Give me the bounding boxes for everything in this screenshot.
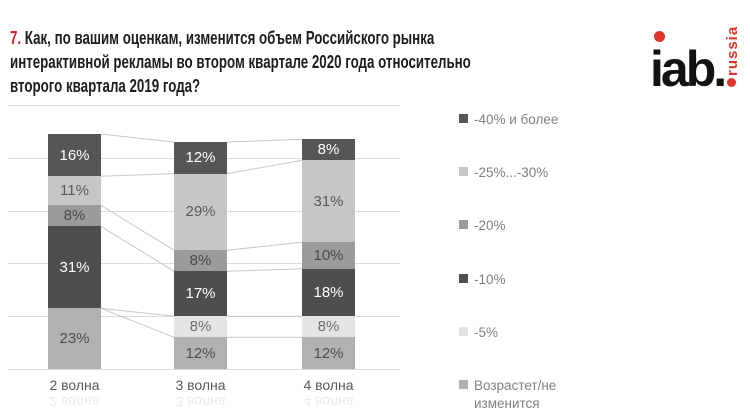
connector-line (100, 173, 175, 177)
segment-value-label: 12% (185, 149, 216, 167)
bar-wave-2: 16% 11% 8% 31% 23% (48, 134, 101, 369)
legend-label: -40% и более (474, 112, 559, 127)
bar-segment: 12% (174, 337, 227, 369)
bar-segment: 16% (48, 134, 101, 177)
connector-line (226, 241, 303, 251)
legend-label: Возрастет/не изменится (474, 378, 557, 411)
segment-value-label: 8% (317, 318, 340, 336)
category-label-reflection: 3 волна (175, 394, 226, 410)
category-label: 4 волна (303, 377, 354, 393)
question-number: 7. (10, 28, 22, 48)
bar-segment: 8% (302, 316, 355, 338)
category-label-reflection: 4 волна (303, 394, 354, 410)
legend-swatch-icon (459, 380, 468, 389)
logo-russia-dot-icon (727, 78, 736, 87)
logo-wordmark: iab. (650, 41, 727, 97)
legend-label: -25%...-30% (474, 165, 549, 181)
bar-segment: 12% (174, 141, 227, 174)
segment-value-label: 11% (60, 182, 89, 200)
category-label-reflection: 2 волна (49, 394, 100, 410)
connector-line (226, 268, 303, 272)
title-text-1: Как, по вашим оценкам, изменится объем Р… (24, 28, 435, 48)
title-line-1: 7. Как, по вашим оценкам, изменится объем… (10, 26, 484, 50)
legend-swatch-icon (459, 326, 468, 336)
bar-segment: 31% (302, 160, 355, 243)
segment-value-label: 12% (313, 344, 344, 362)
bar-segment: 23% (48, 308, 101, 369)
segment-value-label: 8% (63, 207, 86, 225)
category-label: 3 волна (175, 377, 226, 393)
bar-segment: 12% (302, 337, 355, 369)
bar-segment: 8% (174, 250, 227, 272)
segment-value-label: 31% (59, 258, 90, 276)
legend-item: -25%...-30% (459, 164, 599, 182)
segment-value-label: 8% (189, 252, 212, 270)
category-label: 2 волна (49, 377, 100, 393)
connector-line (226, 159, 303, 175)
question-title: 7. Как, по вашим оценкам, изменится объем… (10, 26, 650, 98)
legend-swatch-icon (459, 167, 468, 177)
legend-item: -20% (459, 217, 599, 235)
legend-label: -5% (474, 324, 499, 340)
legend-swatch-icon (459, 273, 468, 283)
legend-item: -10% (459, 271, 599, 289)
segment-value-label: 10% (313, 246, 344, 264)
title-line-3: второго квартала 2019 года? (10, 76, 201, 96)
connector-line (100, 204, 175, 251)
bar-segment: 8% (174, 316, 227, 338)
iab-russia-logo: iab. russia (650, 14, 748, 94)
legend-item: -40% и более (459, 111, 599, 129)
legend-label: -20% (474, 218, 506, 234)
connector-line (100, 307, 175, 317)
segment-value-label: 23% (59, 330, 90, 348)
title-line-2: интерактивной рекламы во втором квартале… (10, 52, 471, 72)
bar-segment: 31% (48, 226, 101, 309)
legend-item: -5% (459, 324, 599, 342)
segment-value-label: 16% (59, 146, 90, 164)
bar-segment: 8% (48, 205, 101, 227)
legend-item: Возрастет/не изменится (459, 377, 599, 413)
logo-i-dot-icon (654, 31, 665, 42)
connector-line (100, 133, 175, 143)
bar-segment: 29% (174, 173, 227, 251)
bar-segment: 18% (302, 268, 355, 317)
segment-value-label: 17% (185, 285, 216, 303)
segment-value-label: 31% (313, 192, 344, 210)
bar-segment: 10% (302, 242, 355, 269)
bar-wave-3: 12% 29% 8% 17% 8% 12% (174, 141, 227, 369)
bar-segment: 17% (174, 271, 227, 317)
bar-segment: 8% (302, 139, 355, 161)
connector-line (226, 138, 303, 143)
segment-value-label: 8% (189, 318, 212, 336)
gridline (8, 105, 400, 106)
bar-wave-4: 8% 31% 10% 18% 8% 12% (302, 139, 355, 369)
connector-line (100, 307, 175, 338)
segment-value-label: 18% (313, 283, 344, 301)
legend-swatch-icon (459, 220, 468, 230)
bar-segment: 11% (48, 176, 101, 206)
gridline (8, 369, 400, 370)
segment-value-label: 12% (185, 344, 216, 362)
legend-swatch-icon (459, 114, 468, 123)
connector-line (100, 225, 175, 272)
segment-value-label: 8% (317, 141, 340, 159)
legend-label: -10% (474, 271, 506, 287)
segment-value-label: 29% (185, 203, 216, 221)
